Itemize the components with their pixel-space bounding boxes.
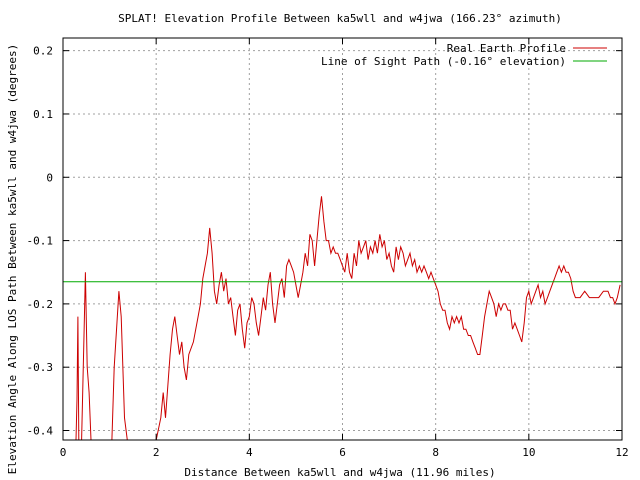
y-tick-label: -0.2 [27, 298, 54, 311]
y-tick-label: -0.3 [27, 361, 54, 374]
x-axis-label: Distance Between ka5wll and w4jwa (11.96… [184, 466, 495, 479]
y-tick-label: -0.4 [27, 425, 54, 438]
y-tick-label: 0 [46, 171, 53, 184]
chart-title: SPLAT! Elevation Profile Between ka5wll … [118, 12, 562, 25]
x-tick-label: 12 [615, 446, 628, 459]
grid [63, 38, 622, 440]
y-tick-label: 0.1 [33, 108, 53, 121]
x-tick-label: 10 [522, 446, 535, 459]
x-tick-label: 6 [339, 446, 346, 459]
axis-ticks: 0 2 4 6 8 10 12 0.2 0.1 0 -0.1 -0.2 -0.3 -0.4 [27, 38, 629, 459]
y-tick-label: 0.2 [33, 45, 53, 58]
x-tick-label: 8 [432, 446, 439, 459]
legend-label: Line of Sight Path (-0.16° elevation) [321, 55, 566, 68]
x-tick-label: 4 [246, 446, 253, 459]
x-tick-label: 0 [60, 446, 67, 459]
series-real-earth-profile [75, 196, 621, 441]
x-tick-label: 2 [153, 446, 160, 459]
series-group [63, 196, 622, 441]
legend-label: Real Earth Profile [447, 42, 566, 55]
y-tick-label: -0.1 [27, 235, 54, 248]
y-axis-label: Elevation Angle Along LOS Path Between k… [6, 44, 19, 474]
